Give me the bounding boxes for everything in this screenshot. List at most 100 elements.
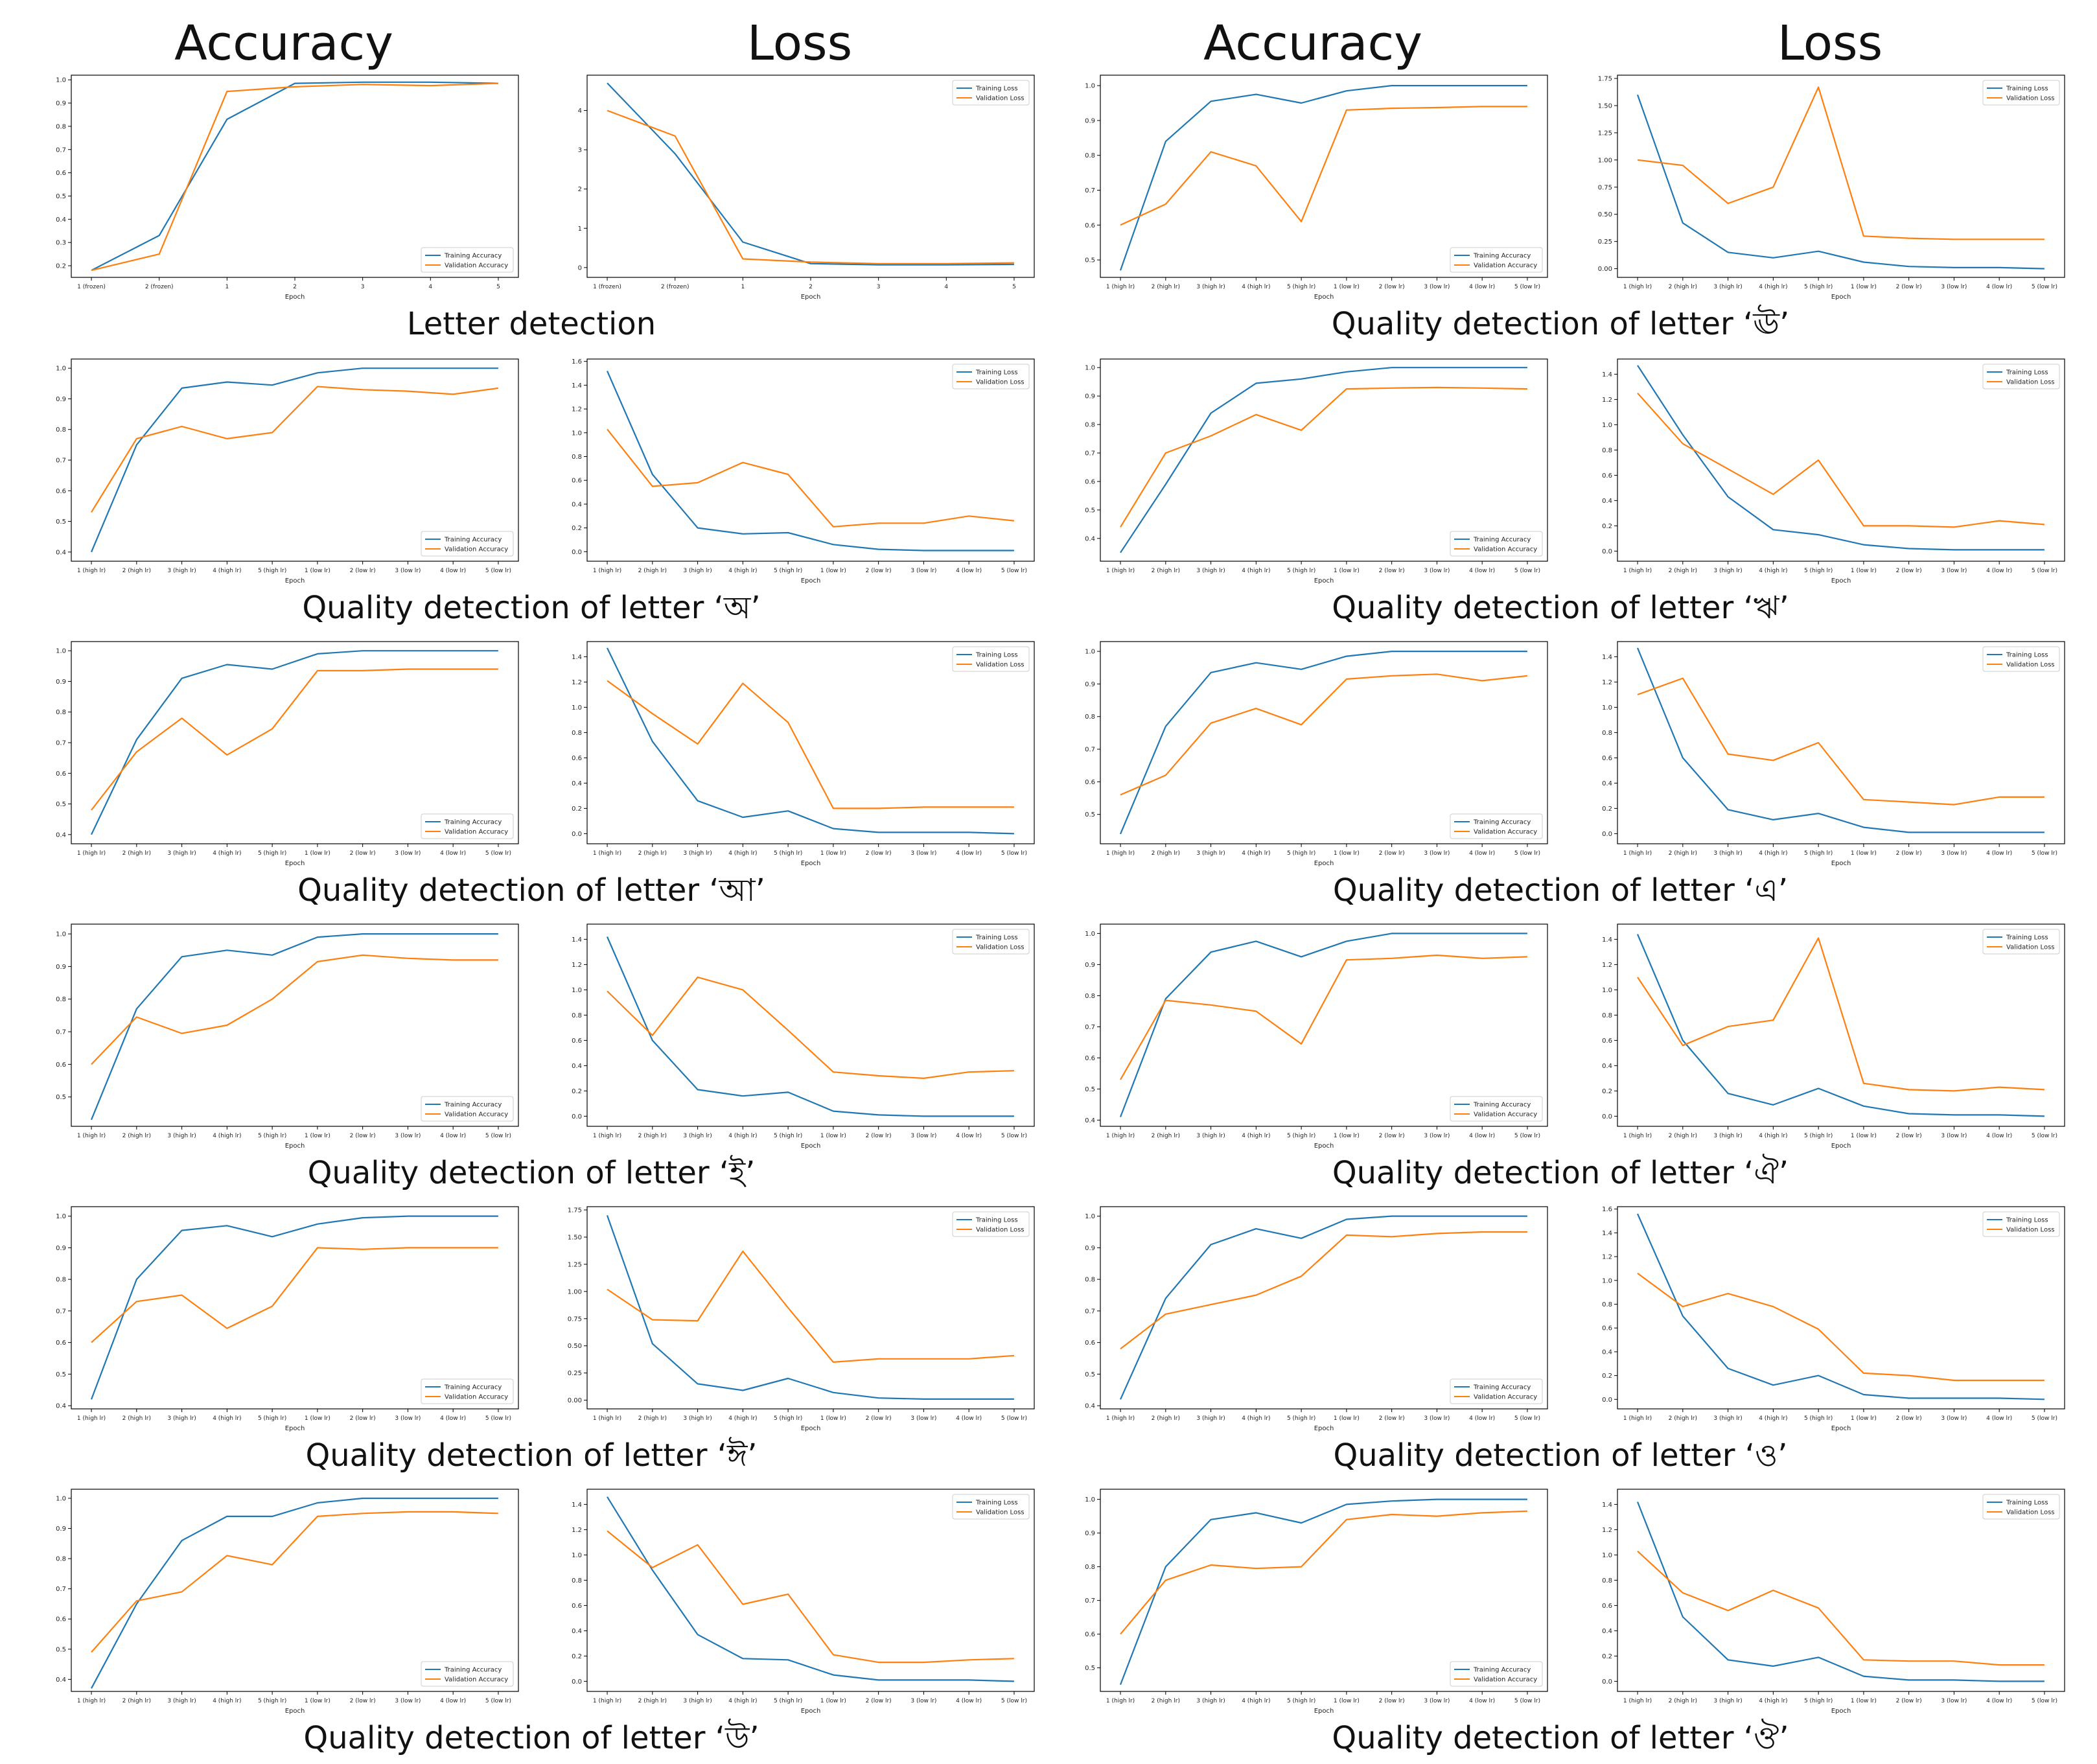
x-tick-label: 4 (low lr) xyxy=(440,1698,466,1704)
y-tick-label: 0.6 xyxy=(1085,1055,1095,1062)
validation-series-line xyxy=(91,386,499,513)
y-tick-label: 0.9 xyxy=(1085,1245,1095,1252)
validation-series-line xyxy=(1637,1272,2045,1382)
y-tick-label: 3 xyxy=(578,147,582,154)
legend-label: Validation Loss xyxy=(976,95,1025,102)
x-tick-label: 5 (high lr) xyxy=(258,1415,286,1422)
x-tick-label: 4 (high lr) xyxy=(1759,850,1787,857)
accuracy-chart: 0.2 0.3 0.4 0.5 0.6 0.7 0.8 0.9 1.0 1 (frozen) 2 (… xyxy=(56,75,519,301)
legend-label: Validation Loss xyxy=(2006,1227,2055,1234)
y-tick-label: 0.6 xyxy=(56,1340,66,1347)
legend-box xyxy=(421,1096,514,1122)
y-tick-label: 0.9 xyxy=(56,100,66,108)
x-tick-label: 3 (high lr) xyxy=(1196,1133,1225,1139)
x-tick-label: 5 (low lr) xyxy=(1001,850,1027,857)
y-tick-label: 0.2 xyxy=(1602,1373,1612,1380)
x-tick-label: 4 (high lr) xyxy=(1242,1698,1270,1704)
x-tick-label: 2 (low lr) xyxy=(350,568,376,574)
x-tick-label: 3 (high lr) xyxy=(1713,284,1742,290)
x-tick-label: 4 (high lr) xyxy=(728,850,757,857)
legend-box xyxy=(421,1661,514,1687)
accuracy-chart: 0.4 0.5 0.6 0.7 0.8 0.9 1.0 1 (high lr) 2 (high … xyxy=(1085,358,1548,585)
y-tick-label: 1.2 xyxy=(572,679,582,686)
y-tick-label: 0.0 xyxy=(1602,1113,1612,1120)
legend-label: Training Accuracy xyxy=(444,253,502,260)
training-series-line xyxy=(91,81,498,272)
y-tick-label: 1.0 xyxy=(1085,1213,1095,1220)
x-tick-label: 4 (high lr) xyxy=(213,850,241,857)
training-series-line xyxy=(1119,651,1527,835)
x-tick-label: 1 (high lr) xyxy=(77,1415,106,1422)
accuracy-chart: 0.4 0.5 0.6 0.7 0.8 0.9 1.0 1 (high lr) 2 (high … xyxy=(56,1206,519,1432)
x-tick-label: 5 (low lr) xyxy=(1001,1415,1027,1422)
x-tick-label: 2 (frozen) xyxy=(145,284,174,290)
legend-box xyxy=(421,531,514,557)
legend-label: Validation Accuracy xyxy=(1474,1394,1537,1401)
x-tick-label: 5 (low lr) xyxy=(1514,850,1540,857)
y-tick-label: 0.6 xyxy=(572,478,582,485)
y-tick-label: 0.75 xyxy=(1598,184,1612,191)
y-tick-label: 0.8 xyxy=(1085,1277,1095,1284)
x-tick-label: 3 (high lr) xyxy=(1713,850,1742,857)
plot-frame xyxy=(586,923,1035,1127)
x-tick-label: 5 (high lr) xyxy=(1287,850,1315,857)
y-tick-label: 0.8 xyxy=(1602,730,1612,737)
y-tick-label: 0.5 xyxy=(1085,1086,1095,1093)
y-tick-label: 1.0 xyxy=(572,430,582,437)
y-tick-label: 0.6 xyxy=(1602,755,1612,762)
y-tick-label: 0.0 xyxy=(572,549,582,556)
legend-box xyxy=(952,929,1030,955)
y-tick-label: 0.5 xyxy=(1085,1371,1095,1378)
legend-label: Validation Loss xyxy=(976,1509,1025,1516)
y-tick-label: 1.4 xyxy=(1602,1230,1612,1237)
x-tick-label: 1 (high lr) xyxy=(593,1415,621,1422)
x-axis-label: Epoch xyxy=(1831,1143,1851,1150)
x-tick-label: 5 (high lr) xyxy=(1804,1133,1833,1139)
x-tick-label: 3 (low lr) xyxy=(910,568,936,574)
plot-frame xyxy=(71,641,519,844)
y-tick-label: 1.0 xyxy=(1085,365,1095,372)
x-tick-label: 5 (low lr) xyxy=(1514,1698,1540,1704)
x-tick-label: 1 (low lr) xyxy=(305,1133,330,1139)
y-tick-label: 0.9 xyxy=(1085,681,1095,688)
x-tick-label: 2 (low lr) xyxy=(1896,284,1922,290)
x-tick-label: 1 (low lr) xyxy=(820,568,846,574)
y-tick-label: 0.4 xyxy=(1602,498,1612,505)
y-tick-label: 0.5 xyxy=(56,518,66,526)
x-axis-label: Epoch xyxy=(285,1143,305,1150)
y-tick-label: 0.8 xyxy=(572,1012,582,1019)
legend-label: Training Accuracy xyxy=(444,537,502,544)
x-tick-label: 4 (high lr) xyxy=(728,1133,757,1139)
y-tick-label: 0.8 xyxy=(56,1556,66,1563)
x-tick-label: 1 (low lr) xyxy=(1851,1415,1877,1422)
x-tick-label: 1 (high lr) xyxy=(77,1698,106,1704)
x-tick-label: 1 (high lr) xyxy=(1623,850,1652,857)
y-tick-label: 0.2 xyxy=(56,263,66,270)
x-tick-label: 1 (high lr) xyxy=(593,1698,621,1704)
x-axis-label: Epoch xyxy=(801,577,821,585)
x-tick-label: 4 (low lr) xyxy=(1986,568,2012,574)
x-tick-label: 4 (low lr) xyxy=(1469,850,1495,857)
x-tick-label: 4 (high lr) xyxy=(728,1698,757,1704)
x-axis-label: Epoch xyxy=(1831,860,1851,867)
x-tick-label: 1 (low lr) xyxy=(1851,1133,1877,1139)
x-tick-label: 2 (high lr) xyxy=(122,568,151,574)
x-tick-label: 1 (low lr) xyxy=(305,1698,330,1704)
legend-label: Validation Accuracy xyxy=(1474,829,1537,836)
legend-label: Validation Loss xyxy=(2006,379,2055,386)
x-tick-label: 1 (high lr) xyxy=(77,568,106,574)
legend-label: Validation Loss xyxy=(976,1227,1025,1234)
x-tick-label: 3 (high lr) xyxy=(1713,1133,1742,1139)
legend-label: Training Accuracy xyxy=(1473,1384,1531,1391)
y-tick-label: 0.9 xyxy=(1085,962,1095,969)
panel-caption: Letter detection xyxy=(406,306,656,342)
training-series-line xyxy=(90,933,498,1120)
x-tick-label: 1 (high lr) xyxy=(1106,1415,1135,1422)
x-tick-label: 1 (high lr) xyxy=(77,850,106,857)
x-tick-label: 1 (high lr) xyxy=(1623,1415,1652,1422)
legend-label: Training Loss xyxy=(975,369,1018,377)
y-tick-label: 1.2 xyxy=(1602,1254,1612,1261)
y-tick-label: 0.5 xyxy=(1085,507,1095,514)
x-tick-label: 3 (low lr) xyxy=(395,850,421,857)
x-axis-label: Epoch xyxy=(1831,577,1851,585)
